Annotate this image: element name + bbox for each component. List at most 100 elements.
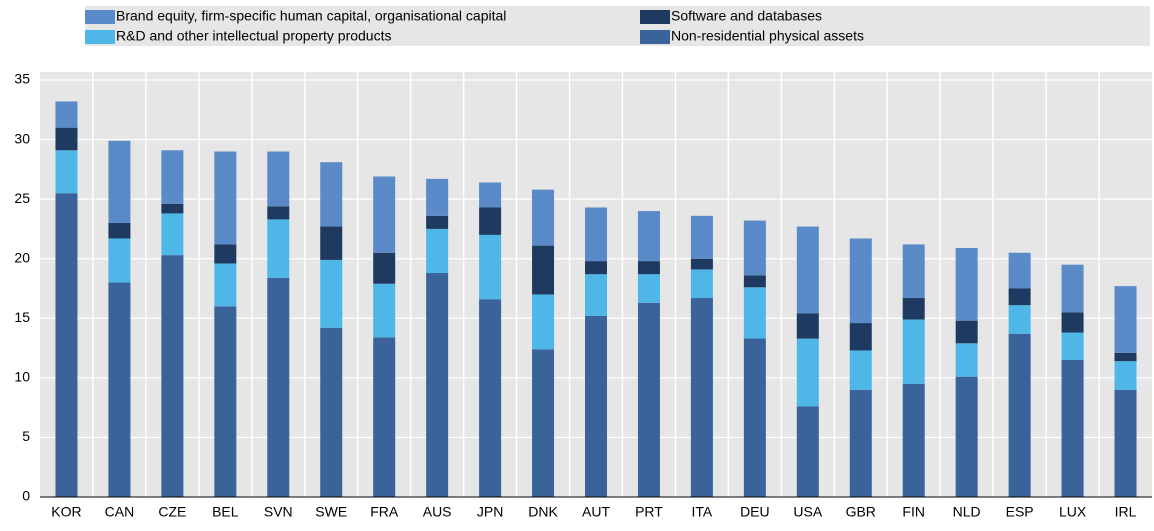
x-tick-label: JPN (477, 504, 503, 520)
bar-segment (849, 350, 872, 390)
bar-segment (796, 226, 819, 314)
legend-swatch (640, 10, 670, 24)
bar-segment (55, 127, 78, 151)
bar-segment (161, 213, 184, 256)
bar-segment (214, 244, 237, 264)
legend-swatch (85, 10, 115, 24)
bar-segment (55, 150, 78, 194)
x-tick-label: SVN (264, 504, 293, 520)
bar-segment (214, 151, 237, 245)
bar-segment (585, 261, 607, 275)
bar-segment (161, 255, 184, 497)
bar-segment (796, 313, 819, 339)
bar-segment (214, 306, 237, 497)
bar-segment (585, 274, 607, 316)
bar-segment (743, 220, 766, 276)
bar-segment (532, 294, 555, 350)
x-tick-label: GBR (846, 504, 876, 520)
bar-segment (214, 263, 237, 307)
bar-segment (479, 182, 502, 208)
y-tick-label: 0 (22, 488, 30, 504)
bar-segment (532, 245, 555, 295)
bar-segment (796, 338, 819, 407)
bar-segment (161, 203, 184, 214)
bar-segment (1061, 359, 1084, 497)
bar-segment (108, 140, 131, 223)
bar-segment (690, 258, 713, 270)
y-tick-label: 15 (14, 309, 30, 325)
x-tick-label: ITA (692, 504, 713, 520)
x-tick-label: AUS (423, 504, 452, 520)
x-tick-label: AUT (582, 504, 610, 520)
bar-segment (320, 162, 343, 227)
bar-segment (373, 252, 396, 284)
bar-segment (55, 193, 78, 497)
x-tick-label: NLD (953, 504, 981, 520)
bar-segment (426, 228, 449, 274)
bar-segment (849, 389, 872, 497)
bar-segment (108, 238, 131, 283)
bar-segment (479, 299, 502, 497)
bar-segment (690, 269, 713, 299)
x-tick-label: BEL (212, 504, 239, 520)
bar-segment (479, 234, 502, 300)
bar-segment (1114, 352, 1137, 362)
bar-segment (267, 151, 290, 207)
bar-segment (320, 259, 343, 328)
bar-segment (1008, 333, 1031, 497)
bar-segment (426, 178, 449, 216)
bar-segment (1008, 305, 1031, 334)
x-tick-label: FIN (902, 504, 925, 520)
bar-segment (743, 338, 766, 497)
bar-segment (637, 261, 660, 275)
bar-segment (267, 277, 290, 497)
x-tick-label: USA (793, 504, 822, 520)
legend-label: Software and databases (671, 8, 822, 24)
bar-segment (849, 238, 872, 324)
legend-swatch (85, 30, 115, 44)
bar-segment (320, 327, 343, 497)
bar-segment (1114, 286, 1137, 353)
bar-segment (373, 283, 396, 338)
x-tick-label: CZE (158, 504, 186, 520)
bar-segment (267, 219, 290, 278)
x-tick-label: FRA (370, 504, 399, 520)
x-tick-label: DNK (528, 504, 558, 520)
bar-segment (426, 273, 449, 497)
bar-segment (426, 215, 449, 229)
bar-segment (532, 189, 555, 246)
bar-segment (1061, 312, 1084, 333)
bar-segment (108, 282, 131, 497)
bar-segment (902, 319, 925, 384)
legend-label: Non-residential physical assets (671, 28, 864, 44)
x-tick-label: DEU (740, 504, 770, 520)
bar-segment (585, 315, 607, 497)
bar-segment (902, 383, 925, 497)
x-tick-label: SWE (315, 504, 347, 520)
bar-segment (479, 207, 502, 235)
bar-segment (1061, 264, 1084, 313)
bar-segment (743, 287, 766, 339)
bar-segment (320, 226, 343, 260)
bar-segment (637, 211, 660, 262)
x-tick-label: IRL (1115, 504, 1137, 520)
bar-segment (690, 215, 713, 259)
x-tick-label: ESP (1006, 504, 1034, 520)
bar-segment (108, 222, 131, 239)
bar-segment (955, 247, 978, 321)
y-tick-label: 20 (14, 249, 30, 265)
bar-segment (955, 320, 978, 344)
bar-segment (1008, 252, 1031, 289)
y-tick-label: 30 (14, 130, 30, 146)
y-tick-label: 35 (14, 71, 30, 87)
bar-segment (690, 298, 713, 497)
legend-label: Brand equity, firm-specific human capita… (116, 8, 506, 24)
bar-segment (373, 176, 396, 253)
legend-swatch (640, 30, 670, 44)
bar-segment (743, 275, 766, 288)
bar-segment (267, 206, 290, 220)
legend-label: R&D and other intellectual property prod… (116, 28, 391, 44)
bar-segment (585, 207, 607, 262)
y-tick-label: 25 (14, 190, 30, 206)
